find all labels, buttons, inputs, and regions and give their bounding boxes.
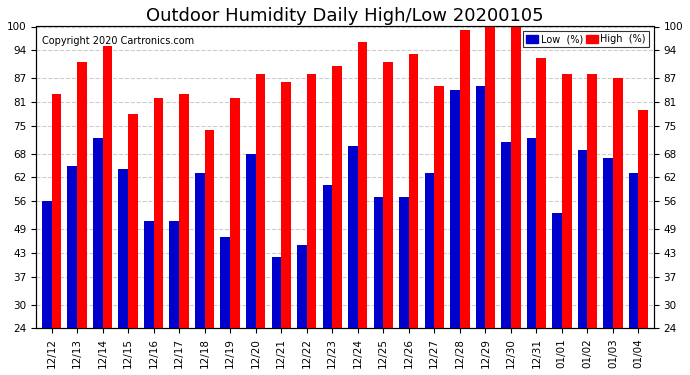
Bar (205, 130, 215, 328)
Bar (52, 94, 61, 328)
Bar (179, 94, 189, 328)
Bar (93, 138, 103, 328)
Bar (475, 86, 485, 328)
Bar (613, 78, 622, 328)
Bar (383, 62, 393, 328)
Bar (307, 74, 317, 328)
Bar (103, 46, 112, 328)
Bar (119, 170, 128, 328)
Bar (230, 98, 240, 328)
Bar (195, 174, 205, 328)
Bar (526, 138, 536, 328)
Bar (373, 197, 383, 328)
Bar (511, 27, 520, 328)
Bar (408, 54, 418, 328)
Title: Outdoor Humidity Daily High/Low 20200105: Outdoor Humidity Daily High/Low 20200105 (146, 7, 544, 25)
Bar (282, 82, 291, 328)
Bar (128, 114, 138, 328)
Bar (357, 42, 368, 328)
Bar (629, 174, 638, 328)
Bar (322, 185, 333, 328)
Bar (552, 213, 562, 328)
Bar (348, 146, 357, 328)
Bar (578, 150, 587, 328)
Bar (587, 74, 597, 328)
Bar (170, 221, 179, 328)
Bar (297, 245, 307, 328)
Bar (450, 90, 460, 328)
Bar (333, 66, 342, 328)
Bar (272, 257, 282, 328)
Bar (485, 27, 495, 328)
Bar (424, 174, 434, 328)
Bar (77, 62, 87, 328)
Bar (638, 110, 648, 328)
Bar (68, 165, 77, 328)
Bar (434, 86, 444, 328)
Bar (144, 221, 154, 328)
Bar (603, 158, 613, 328)
Bar (399, 197, 408, 328)
Bar (501, 142, 511, 328)
Bar (154, 98, 164, 328)
Bar (256, 74, 266, 328)
Bar (562, 74, 571, 328)
Bar (246, 154, 256, 328)
Bar (42, 201, 52, 328)
Bar (221, 237, 230, 328)
Text: Copyright 2020 Cartronics.com: Copyright 2020 Cartronics.com (43, 36, 195, 45)
Bar (460, 30, 469, 328)
Legend: Low  (%), High  (%): Low (%), High (%) (523, 32, 649, 47)
Bar (536, 58, 546, 328)
